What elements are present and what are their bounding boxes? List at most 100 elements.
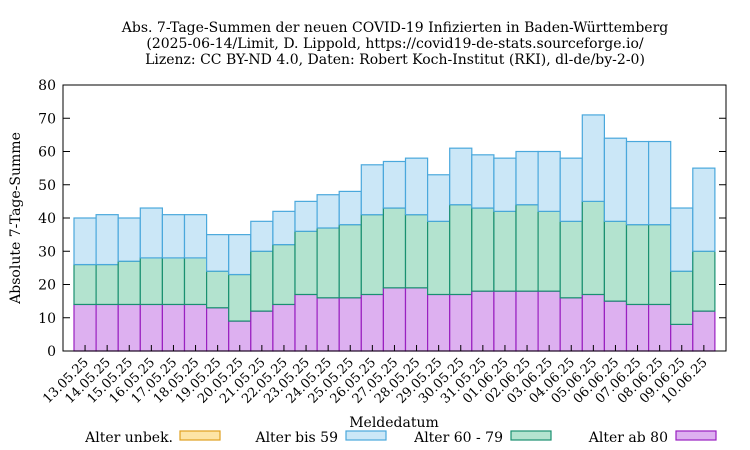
bar-segment-9-2 (272, 244, 296, 306)
y-tick-label-3: 30 (38, 244, 56, 260)
bar-segment-16-2 (427, 220, 451, 296)
bar-segment-26-2 (647, 224, 672, 306)
legend-label-3: Alter ab 80 (588, 430, 668, 446)
x-axis-label: Meldedatum (349, 415, 439, 431)
bar-segment-17-3 (449, 147, 473, 206)
bar-segment-20-3 (515, 150, 539, 206)
legend-label-1: Alter bis 59 (254, 430, 338, 446)
bar-segment-9-3 (272, 210, 296, 246)
bar-segment-7-2 (228, 273, 252, 322)
bar-segment-18-1 (471, 290, 495, 352)
bar-segment-1-2 (95, 263, 119, 306)
y-tick-label-5: 50 (38, 178, 56, 194)
x-axis: 13.05.2514.05.2515.05.2516.05.2517.05.25… (40, 345, 711, 407)
bar-segment-4-2 (161, 257, 186, 306)
bar-segment-15-2 (404, 214, 429, 289)
bar-segment-28-3 (692, 167, 716, 252)
bar-segment-27-2 (670, 270, 694, 326)
bar-segment-10-3 (294, 200, 318, 232)
y-tick-label-4: 40 (38, 211, 56, 227)
bar-segment-22-2 (559, 220, 583, 299)
bar-segment-25-3 (625, 140, 650, 226)
bar-segment-25-2 (625, 224, 650, 306)
bar-segment-15-3 (404, 157, 429, 216)
bar-segment-11-3 (316, 194, 340, 229)
bar-segment-0-3 (73, 217, 97, 266)
bar-segment-15-1 (404, 287, 429, 352)
bar-segment-16-1 (427, 293, 451, 352)
bar-segment-22-3 (559, 157, 583, 222)
bar-segment-10-1 (294, 293, 318, 352)
title-line-2: (2025-06-14/Limit, D. Lippold, https://c… (146, 36, 644, 52)
bar-segment-5-3 (183, 214, 208, 259)
y-tick-label-1: 10 (38, 311, 56, 327)
y-tick-label-8: 80 (38, 78, 56, 94)
bar-segment-6-2 (206, 270, 230, 309)
y-tick-label-0: 0 (47, 344, 56, 360)
bar-segment-26-3 (647, 140, 672, 226)
bar-segment-14-1 (382, 287, 407, 352)
bars-layer (73, 114, 716, 352)
bar-segment-26-1 (647, 303, 672, 352)
y-axis-label: Absolute 7-Tage-Summe (8, 132, 24, 305)
bar-segment-10-2 (294, 230, 318, 296)
legend-swatch-2 (510, 430, 552, 441)
bar-segment-21-1 (537, 290, 561, 352)
legend-swatch-3 (675, 430, 717, 441)
bar-segment-24-2 (603, 220, 628, 302)
bar-segment-13-3 (360, 164, 384, 216)
bar-segment-23-2 (581, 200, 605, 296)
bar-segment-23-1 (581, 293, 605, 352)
bar-segment-11-2 (316, 227, 340, 299)
bar-segment-4-1 (161, 303, 186, 352)
y-tick-label-2: 20 (38, 278, 56, 294)
bar-segment-3-1 (139, 303, 164, 352)
bar-segment-27-3 (670, 207, 694, 272)
bar-segment-8-2 (250, 250, 274, 312)
bar-segment-0-1 (73, 303, 97, 352)
bar-segment-2-2 (117, 260, 141, 306)
bar-segment-28-2 (692, 250, 716, 312)
bar-segment-25-1 (625, 303, 650, 352)
bar-segment-18-3 (471, 154, 495, 209)
bar-segment-7-3 (228, 234, 252, 276)
y-tick-label-6: 60 (38, 145, 56, 161)
title-line-3: Lizenz: CC BY-ND 4.0, Daten: Robert Koch… (145, 52, 645, 68)
legend-label-0: Alter unbek. (84, 430, 173, 446)
bar-segment-0-2 (73, 263, 97, 306)
bar-segment-12-2 (338, 224, 362, 299)
bar-segment-2-3 (117, 217, 141, 262)
bar-segment-12-1 (338, 297, 362, 352)
bar-segment-17-2 (449, 204, 473, 296)
legend-swatch-0 (179, 430, 221, 441)
bar-segment-13-2 (360, 214, 384, 296)
bar-segment-2-1 (117, 303, 141, 352)
bar-segment-9-1 (272, 303, 296, 352)
bar-segment-16-3 (427, 174, 451, 222)
bar-segment-14-2 (382, 207, 407, 289)
bar-segment-1-3 (95, 214, 119, 266)
bar-segment-19-2 (493, 210, 517, 292)
bar-segment-19-3 (493, 157, 517, 212)
y-tick-label-7: 70 (38, 111, 56, 127)
bar-segment-24-1 (603, 300, 628, 352)
bar-segment-18-2 (471, 207, 495, 292)
legend-swatch-1 (345, 430, 387, 441)
bar-segment-8-3 (250, 220, 274, 252)
bar-segment-6-1 (206, 307, 230, 352)
bar-segment-5-2 (183, 257, 208, 306)
bar-segment-11-1 (316, 297, 340, 352)
legend-label-2: Alter 60 - 79 (413, 430, 503, 446)
bar-segment-17-1 (449, 293, 473, 352)
bar-segment-20-1 (515, 290, 539, 352)
bar-segment-20-2 (515, 204, 539, 292)
legend: Alter unbek. Alter bis 59 Alter 60 - 79 Alt… (84, 430, 717, 446)
bar-segment-22-1 (559, 297, 583, 352)
bar-segment-3-2 (139, 257, 164, 306)
bar-segment-13-1 (360, 293, 384, 352)
bar-segment-23-3 (581, 114, 605, 202)
bar-segment-19-1 (493, 290, 517, 352)
bar-segment-12-3 (338, 190, 362, 226)
bar-segment-6-3 (206, 234, 230, 272)
